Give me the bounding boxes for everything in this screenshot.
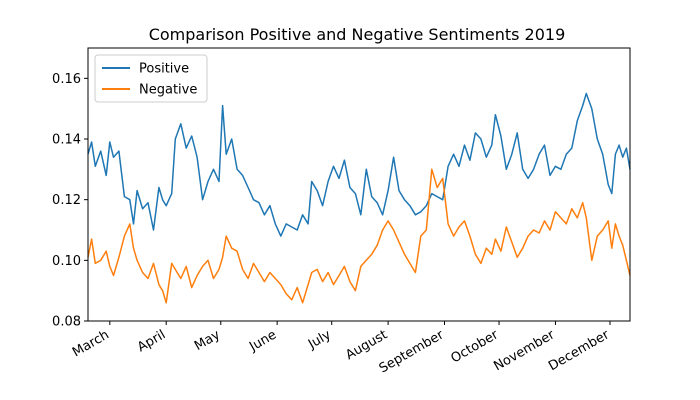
y-tick-label: 0.08	[52, 315, 81, 330]
y-tick-label: 0.10	[52, 254, 81, 269]
legend: Positive Negative	[94, 54, 208, 103]
series-layer	[87, 92, 631, 304]
y-tick-label: 0.16	[52, 72, 81, 87]
legend-box	[94, 54, 208, 103]
y-axis: 0.08 0.10 0.12 0.14 0.16	[52, 72, 88, 330]
chart-title: Comparison Positive and Negative Sentime…	[149, 25, 566, 44]
y-tick-label: 0.14	[52, 133, 81, 148]
y-tick-label: 0.12	[52, 193, 81, 208]
legend-label-negative: Negative	[139, 83, 197, 98]
series-line-positive	[87, 92, 631, 237]
series-line-negative	[87, 168, 631, 304]
plot-frame	[87, 47, 631, 322]
legend-label-positive: Positive	[139, 62, 189, 77]
